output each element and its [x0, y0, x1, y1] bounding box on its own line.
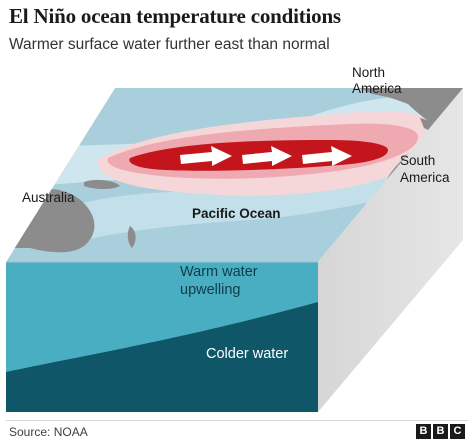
- footer-divider: [6, 420, 468, 421]
- source-note: Source: NOAA: [9, 425, 88, 439]
- block-side-face: [318, 88, 463, 412]
- bbc-logo-icon: B B C: [416, 424, 465, 439]
- pacific-ocean-label: Pacific Ocean: [192, 206, 281, 221]
- current-arrows: [180, 146, 352, 166]
- chart-title: El Niño ocean temperature conditions: [9, 4, 341, 28]
- cold-water-layer: [6, 302, 318, 412]
- chart-subtitle: Warmer surface water further east than n…: [9, 36, 330, 53]
- logo-letter: B: [416, 424, 431, 439]
- logo-letter: C: [450, 424, 465, 439]
- colder-water-label: Colder water: [206, 346, 288, 362]
- new-zealand-island: [127, 226, 136, 248]
- right-arrow-icon: [180, 146, 232, 166]
- ocean-surface: [6, 88, 463, 262]
- north-america-landmass: [360, 88, 463, 124]
- north-america-label: North America: [352, 65, 402, 96]
- right-arrow-icon: [302, 146, 352, 166]
- new-guinea-island: [84, 179, 120, 189]
- logo-letter: B: [433, 424, 448, 439]
- warm-water-upwelling-label: Warm water upwelling: [180, 264, 262, 298]
- south-america-label: South America: [400, 153, 450, 185]
- australia-label: Australia: [22, 190, 75, 205]
- right-arrow-icon: [242, 146, 292, 166]
